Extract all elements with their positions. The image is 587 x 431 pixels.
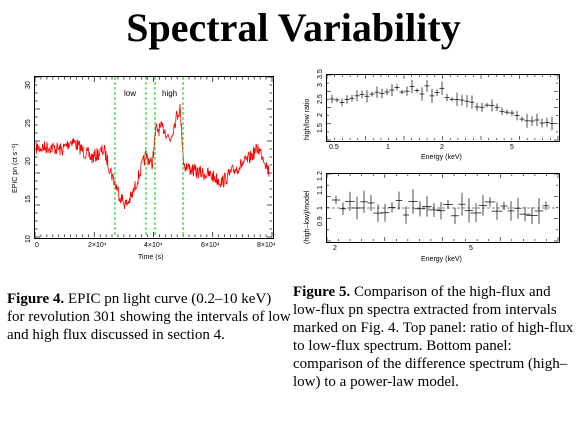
fig5-bottom-xtick-0: 2 — [333, 245, 337, 252]
fig5-bottom-xtick-1: 5 — [469, 245, 473, 252]
figure-5-caption: Figure 5. Comparison of the high-flux an… — [293, 283, 580, 391]
figure-5-caption-label: Figure 5. — [293, 284, 351, 300]
fig5-top-xtick-3: 5 — [510, 144, 514, 151]
fig4-label-high: high — [162, 89, 178, 98]
figure-4-caption: Figure 4. EPIC pn light curve (0.2–10 ke… — [7, 290, 292, 344]
fig4-xtick-0: 0 — [35, 242, 39, 249]
figure-4-caption-text: EPIC pn light curve (0.2–10 keV) for rev… — [7, 291, 291, 343]
fig4-light-curve-plot — [34, 76, 273, 238]
fig4-xlabel: Time (s) — [138, 254, 164, 261]
figure-5-caption-text: Comparison of the high-flux and low-flux… — [293, 284, 574, 390]
figure-4: 0 2×10⁴ 4×10⁴ 6×10⁴ 8×10⁴ 10 15 20 25 30… — [0, 0, 290, 270]
fig5-bottom-xlabel: Energy (keV) — [421, 256, 462, 263]
fig4-plot-frame — [34, 76, 274, 239]
fig4-xtick-2: 4×10⁴ — [144, 242, 163, 249]
fig4-label-low: low — [124, 89, 137, 98]
fig4-light-curve-line — [35, 103, 270, 210]
figure-5-top-panel: 0.5 1 2 5 1.5 2 2.5 3 3.5 Energy (keV) h… — [304, 69, 560, 161]
fig4-xtick-4: 8×10⁴ — [257, 242, 276, 249]
fig4-xtick-3: 6×10⁴ — [201, 242, 220, 249]
slide-title: Spectral Variability — [126, 5, 461, 50]
fig5-top-xtick-1: 1 — [386, 144, 390, 151]
figure-4-caption-label: Figure 4. — [7, 291, 65, 307]
fig5-top-xtick-2: 2 — [440, 144, 444, 151]
fig4-xtick-1: 2×10⁴ — [88, 242, 107, 249]
fig5-top-xlabel: Energy (keV) — [421, 154, 462, 161]
fig5-top-plot-frame — [326, 74, 560, 142]
fig5-top-xtick-0: 0.5 — [329, 144, 339, 151]
